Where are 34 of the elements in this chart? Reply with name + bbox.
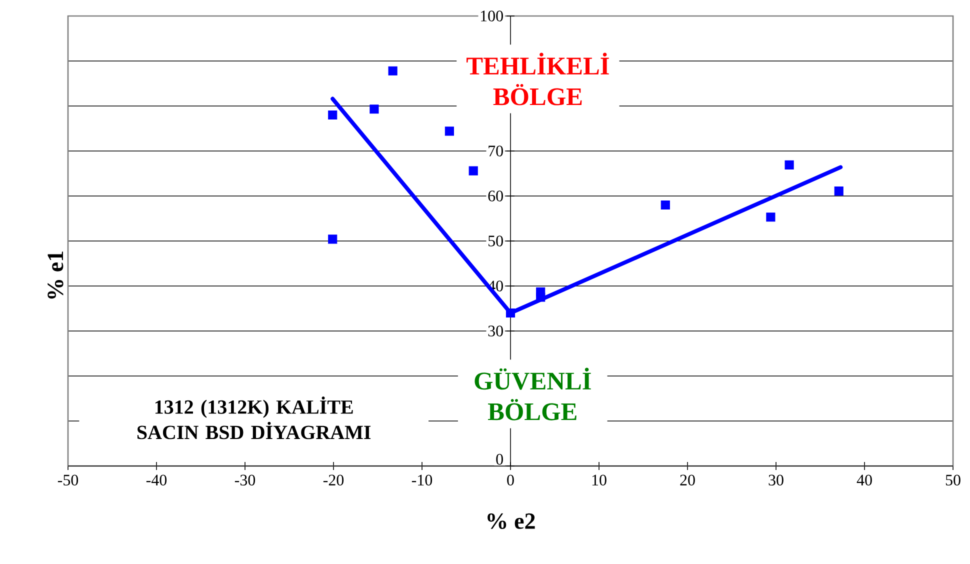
point [468,166,478,176]
point [784,160,794,170]
annotation: GÜVENLİ BÖLGE [474,368,591,420]
point [766,212,776,222]
x-tick-label: 50 [946,474,960,486]
x-tick-label: 20 [680,474,695,486]
point [388,66,398,76]
point [370,104,379,114]
x-tick-label: 10 [592,474,606,486]
x-tick-label: -50 [58,474,78,486]
x-axis-title: % e2 [488,513,535,530]
x-tick-label: 0 [507,474,514,486]
y-tick-label: 60 [488,190,503,202]
y-tick-label: 100 [480,10,503,22]
point [660,200,670,210]
point [536,292,546,302]
x-tick-label: -30 [234,474,256,486]
y-axis-title: % e1 [48,252,64,299]
x-tick-label: -20 [323,474,344,486]
x-tick-label: 40 [856,474,872,486]
point [444,126,454,136]
annotation: TEHLİKELİ BÖLGE [466,52,609,106]
annotation: 1312 (1312K) KALİTE SACIN BSD DİYAGRAMI [137,396,371,440]
y-tick-label: 50 [488,236,503,246]
point [328,234,338,244]
x-tick-label: -10 [412,474,432,486]
y-tick-label: 30 [488,326,503,336]
point [506,308,516,318]
point [834,186,844,196]
y-tick-label: 70 [488,146,503,156]
y-tick-label: 0 [496,454,503,465]
x-tick-label: -40 [146,474,167,486]
x-tick-label: 30 [768,474,784,486]
point [328,110,338,120]
